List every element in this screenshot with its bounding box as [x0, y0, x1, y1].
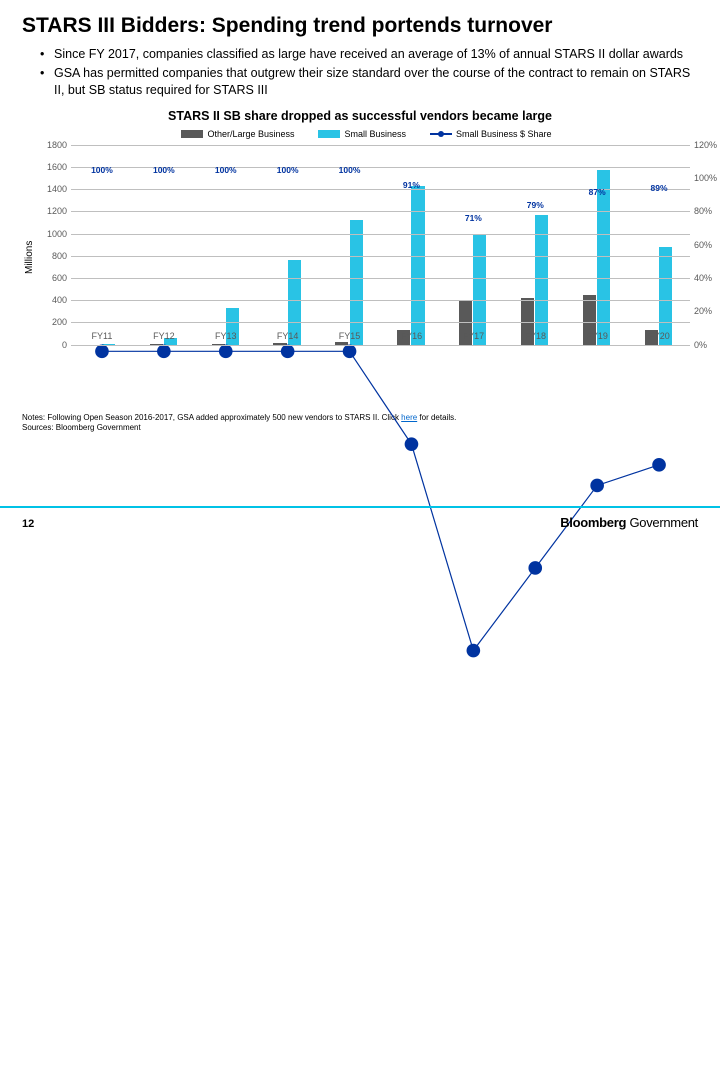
y-right-tick: 20% — [694, 306, 720, 316]
x-tick: FY20 — [648, 331, 670, 341]
logo-suffix: Government — [629, 515, 698, 530]
y-left-tick: 1200 — [37, 206, 67, 216]
x-tick: FY15 — [339, 331, 361, 341]
y-right-tick: 120% — [694, 140, 720, 150]
x-tick: FY14 — [277, 331, 299, 341]
legend-label: Small Business $ Share — [456, 129, 552, 139]
legend-item-other: Other/Large Business — [181, 129, 294, 139]
y-right-tick: 100% — [694, 173, 720, 183]
y-left-tick: 1800 — [37, 140, 67, 150]
y-left-tick: 0 — [37, 340, 67, 350]
legend-label: Small Business — [344, 129, 406, 139]
bullet-item: GSA has permitted companies that outgrew… — [40, 65, 698, 99]
grid-line — [71, 145, 690, 146]
share-data-label: 100% — [91, 165, 113, 175]
x-axis: FY11 FY12 FY13 FY14 FY15 FY16 FY17 FY18 FY19 FY20 — [71, 327, 690, 345]
y-left-tick: 1400 — [37, 184, 67, 194]
x-tick: FY17 — [463, 331, 485, 341]
x-tick: FY13 — [215, 331, 237, 341]
notes-text: Notes: Following Open Season 2016-2017, … — [22, 413, 401, 422]
share-data-label: 87% — [589, 187, 606, 197]
slide-title: STARS III Bidders: Spending trend porten… — [22, 14, 698, 38]
grid-line — [71, 345, 690, 346]
chart-title: STARS II SB share dropped as successful … — [22, 109, 698, 123]
y-left-tick: 1000 — [37, 229, 67, 239]
legend-item-sb: Small Business — [318, 129, 406, 139]
x-tick: FY18 — [524, 331, 546, 341]
x-tick: FY19 — [586, 331, 608, 341]
notes-link[interactable]: here — [401, 413, 417, 422]
notes-text: for details. — [417, 413, 456, 422]
bloomberg-logo: Bloomberg Government — [560, 515, 698, 530]
sources-text: Sources: Bloomberg Government — [22, 423, 141, 432]
chart-container: Millions Other/Large Business Small Busi… — [22, 127, 698, 387]
plot-area: 0200400600800100012001400160018000%20%40… — [71, 145, 690, 345]
y-left-tick: 600 — [37, 273, 67, 283]
grid-line — [71, 300, 690, 301]
y-left-tick: 800 — [37, 251, 67, 261]
grid-line — [71, 256, 690, 257]
legend-swatch — [318, 130, 340, 138]
legend-label: Other/Large Business — [207, 129, 294, 139]
share-data-label: 100% — [153, 165, 175, 175]
legend-swatch — [181, 130, 203, 138]
share-data-label: 100% — [215, 165, 237, 175]
bullet-list: Since FY 2017, companies classified as l… — [40, 46, 698, 99]
y-left-tick: 200 — [37, 317, 67, 327]
y-right-tick: 0% — [694, 340, 720, 350]
y-right-tick: 40% — [694, 273, 720, 283]
grid-line — [71, 322, 690, 323]
share-data-label: 71% — [465, 213, 482, 223]
chart-legend: Other/Large Business Small Business Smal… — [35, 129, 698, 139]
x-tick: FY12 — [153, 331, 175, 341]
y-right-tick: 80% — [694, 206, 720, 216]
share-data-label: 89% — [651, 183, 668, 193]
page-number: 12 — [22, 518, 34, 530]
bottom-rule — [0, 506, 720, 508]
y-axis-label: Millions — [22, 127, 35, 387]
bar-sb — [411, 186, 424, 345]
grid-line — [71, 234, 690, 235]
bullet-item: Since FY 2017, companies classified as l… — [40, 46, 698, 63]
legend-item-share: Small Business $ Share — [430, 129, 552, 139]
grid-line — [71, 278, 690, 279]
logo-brand: Bloomberg — [560, 515, 626, 530]
notes: Notes: Following Open Season 2016-2017, … — [22, 413, 698, 434]
y-right-tick: 60% — [694, 240, 720, 250]
share-data-label: 91% — [403, 180, 420, 190]
share-data-label: 100% — [339, 165, 361, 175]
y-left-tick: 400 — [37, 295, 67, 305]
y-left-tick: 1600 — [37, 162, 67, 172]
share-data-label: 100% — [277, 165, 299, 175]
legend-swatch — [430, 133, 452, 135]
grid-line — [71, 211, 690, 212]
x-tick: FY16 — [401, 331, 423, 341]
share-data-label: 79% — [527, 200, 544, 210]
x-tick: FY11 — [92, 331, 113, 341]
